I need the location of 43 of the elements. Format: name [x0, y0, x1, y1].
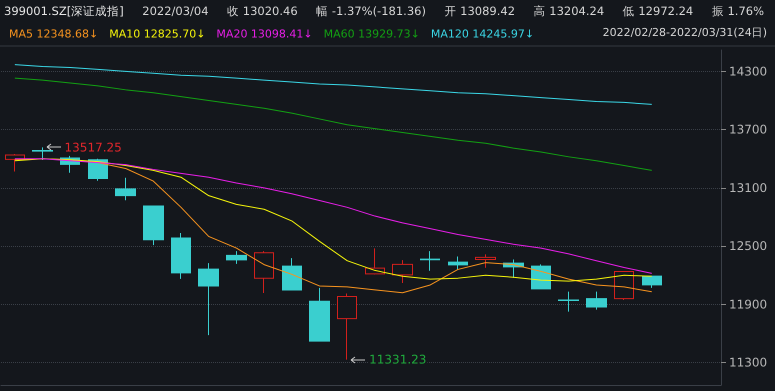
candlestick [337, 293, 357, 360]
candlestick [198, 262, 219, 336]
candlestick [115, 177, 136, 201]
candlestick [558, 291, 579, 312]
candlestick [226, 250, 247, 264]
y-tick-label: 13100 [729, 180, 768, 195]
text: MA5 12348.68↓ [9, 28, 98, 40]
chart-title: 399001.SZ[深证成指] [4, 4, 124, 18]
text: MA60 13929.73↓ [324, 28, 420, 40]
text: 收 13020.46 [227, 4, 298, 18]
text: MA20 13098.41↓ [216, 28, 313, 40]
text: 幅 -1.37%(-181.36) [316, 4, 426, 18]
annotation: 13517.25 [64, 140, 122, 154]
line-series [14, 64, 652, 105]
text: 低 12972.24 [622, 4, 694, 18]
y-tick-label: 12500 [729, 239, 768, 254]
line-series [14, 78, 652, 171]
y-tick-label: 11900 [729, 297, 768, 312]
candlestick [614, 270, 634, 300]
candlestick [254, 250, 274, 294]
text: MA120 14245.97↓ [430, 28, 534, 40]
chart-subtitle: 2022/02/28-2022/03/31(24日) [602, 26, 768, 39]
text: 高 13204.24 [534, 4, 604, 18]
candlestick [531, 264, 551, 290]
y-tick-label: 14300 [729, 64, 768, 78]
candlestick [309, 287, 330, 342]
candlestick [642, 276, 662, 288]
annotation: 11331.23 [369, 352, 426, 367]
candlestick [475, 254, 496, 268]
candlestick [392, 260, 413, 284]
candlestick [143, 205, 164, 246]
y-tick-label: 11300 [729, 356, 768, 370]
candlestick [586, 291, 607, 310]
text: 振 1.76% [712, 4, 764, 18]
candlestick [420, 250, 440, 272]
candlestick [171, 232, 191, 280]
y-tick-label: 13700 [729, 122, 768, 137]
text: 2022/03/04 [142, 4, 209, 18]
candlestick [448, 256, 468, 270]
candlestick [282, 258, 302, 290]
candlestick [32, 146, 53, 161]
text: 开 13089.42 [444, 4, 516, 18]
text: MA10 12825.70↓ [109, 28, 206, 40]
